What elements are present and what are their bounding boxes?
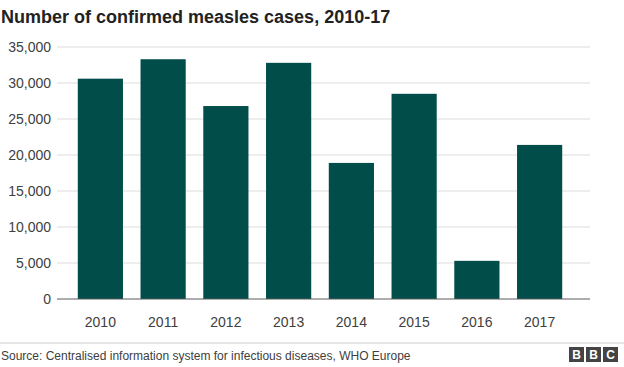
grid-line [57, 263, 590, 264]
y-tick-label: 5,000 [16, 255, 51, 271]
logo-box [603, 347, 618, 362]
y-tick-label: 0 [43, 291, 51, 307]
y-tick-label: 35,000 [8, 39, 51, 55]
x-tick-label: 2011 [148, 314, 178, 330]
bar [78, 79, 123, 299]
bars [78, 59, 562, 299]
grid-line [57, 227, 590, 228]
grid-line [57, 83, 590, 84]
source: Source: Centralised information system f… [1, 349, 411, 363]
y-tick-label: 15,000 [8, 183, 51, 199]
x-tick-label: 2014 [336, 314, 367, 330]
bar [517, 145, 562, 299]
logo-letter: B [589, 348, 598, 362]
bar [141, 59, 186, 299]
title: Number of confirmed measles cases, 2010-… [1, 7, 390, 27]
y-tick-label: 10,000 [8, 219, 51, 235]
bar [266, 63, 311, 299]
grid [57, 47, 590, 263]
x-tick-label: 2016 [461, 314, 492, 330]
grid-line [57, 47, 590, 48]
logo: BBC [569, 347, 618, 362]
bar [203, 106, 248, 299]
bar [329, 163, 374, 299]
bar [392, 94, 437, 299]
logo-box [586, 347, 601, 362]
bar [454, 261, 499, 299]
logo-letter: B [572, 348, 581, 362]
baseline [57, 299, 590, 300]
chart-container: Number of confirmed measles cases, 2010-… [0, 0, 624, 367]
y-tick-label: 20,000 [8, 147, 51, 163]
separator [0, 343, 624, 344]
x-tick-label: 2010 [85, 314, 116, 330]
grid-line [57, 119, 590, 120]
y-tick-label: 30,000 [8, 75, 51, 91]
logo-box [569, 347, 584, 362]
chart-svg: Number of confirmed measles cases, 2010-… [0, 0, 624, 367]
x-tick-label: 2012 [210, 314, 241, 330]
x-tick-label: 2013 [273, 314, 304, 330]
x-tick-label: 2017 [524, 314, 555, 330]
grid-line [57, 155, 590, 156]
grid-line [57, 191, 590, 192]
logo-letter: C [606, 348, 615, 362]
y-tick-label: 25,000 [8, 111, 51, 127]
x-tick-label: 2015 [399, 314, 430, 330]
